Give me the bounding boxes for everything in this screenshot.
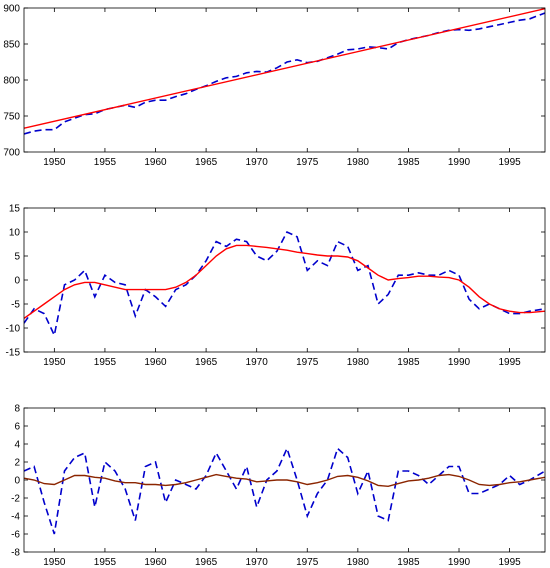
x-tick-label: 1985 bbox=[397, 557, 420, 568]
x-tick-label: 1975 bbox=[296, 157, 319, 168]
x-tick-label: 1950 bbox=[43, 557, 66, 568]
chart-panel-3: 1950 1955 1960 1965 1970 1975 1980 1985 1990 1995… bbox=[11, 404, 546, 568]
y-tick-label: -6 bbox=[11, 530, 20, 541]
y-tick-label: 2 bbox=[14, 458, 20, 469]
y-tick-label: 4 bbox=[14, 440, 20, 451]
y-tick-label: -8 bbox=[11, 548, 20, 559]
y-tick-label: 10 bbox=[9, 228, 21, 239]
y-tick-label: 850 bbox=[3, 40, 20, 51]
y-tick-label: 6 bbox=[14, 422, 20, 433]
series-line-2-solid bbox=[24, 473, 545, 488]
y-tick-label: 900 bbox=[3, 4, 20, 15]
y-tick-label: 0 bbox=[14, 276, 20, 287]
plot-frame bbox=[23, 207, 546, 353]
y-tick-label: -4 bbox=[11, 512, 20, 523]
x-tick-label: 1995 bbox=[498, 157, 521, 168]
x-tick-label: 1950 bbox=[43, 157, 66, 168]
x-tick-label: 1965 bbox=[195, 157, 218, 168]
y-tick-label: 5 bbox=[14, 252, 20, 263]
x-tick-label: 1960 bbox=[144, 357, 167, 368]
y-tick-label: -15 bbox=[6, 348, 21, 359]
series-line-2-solid bbox=[24, 8, 545, 129]
x-tick-label: 1980 bbox=[347, 557, 370, 568]
y-tick-label: 15 bbox=[9, 204, 21, 215]
x-tick-label: 1985 bbox=[397, 357, 420, 368]
x-tick-label: 1990 bbox=[448, 157, 471, 168]
series-line-2-solid bbox=[24, 244, 545, 319]
x-tick-label: 1960 bbox=[144, 157, 167, 168]
series-line-1-dashed bbox=[24, 230, 545, 338]
y-tick-label: 700 bbox=[3, 148, 20, 159]
y-tick-label: 750 bbox=[3, 112, 20, 123]
chart-panel-2: 1950 1955 1960 1965 1970 1975 1980 1985 1990 1995… bbox=[6, 204, 546, 368]
y-tick-label: 8 bbox=[14, 404, 20, 415]
x-tick-label: 1970 bbox=[246, 357, 269, 368]
x-tick-label: 1970 bbox=[246, 557, 269, 568]
x-tick-label: 1995 bbox=[498, 357, 521, 368]
x-tick-label: 1960 bbox=[144, 557, 167, 568]
series-line-1-dashed bbox=[24, 12, 545, 135]
series-line-1-dashed bbox=[24, 446, 545, 535]
x-tick-label: 1950 bbox=[43, 357, 66, 368]
x-tick-label: 1980 bbox=[347, 357, 370, 368]
x-tick-label: 1995 bbox=[498, 557, 521, 568]
x-tick-label: 1955 bbox=[94, 357, 117, 368]
x-tick-label: 1975 bbox=[296, 357, 319, 368]
y-tick-label: -2 bbox=[11, 494, 20, 505]
y-tick-label: 0 bbox=[14, 476, 20, 487]
x-tick-label: 1965 bbox=[195, 557, 218, 568]
chart-panel-1: 1950 1955 1960 1965 1970 1975 1980 1985 1990 1995… bbox=[3, 4, 546, 168]
x-tick-label: 1955 bbox=[94, 557, 117, 568]
x-tick-label: 1965 bbox=[195, 357, 218, 368]
x-tick-label: 1955 bbox=[94, 157, 117, 168]
x-tick-label: 1970 bbox=[246, 157, 269, 168]
x-tick-label: 1990 bbox=[448, 357, 471, 368]
y-tick-label: 800 bbox=[3, 76, 20, 87]
y-tick-label: -10 bbox=[6, 324, 21, 335]
x-tick-label: 1990 bbox=[448, 557, 471, 568]
x-tick-label: 1975 bbox=[296, 557, 319, 568]
y-tick-label: -5 bbox=[11, 300, 20, 311]
x-tick-label: 1985 bbox=[397, 157, 420, 168]
x-tick-label: 1980 bbox=[347, 157, 370, 168]
